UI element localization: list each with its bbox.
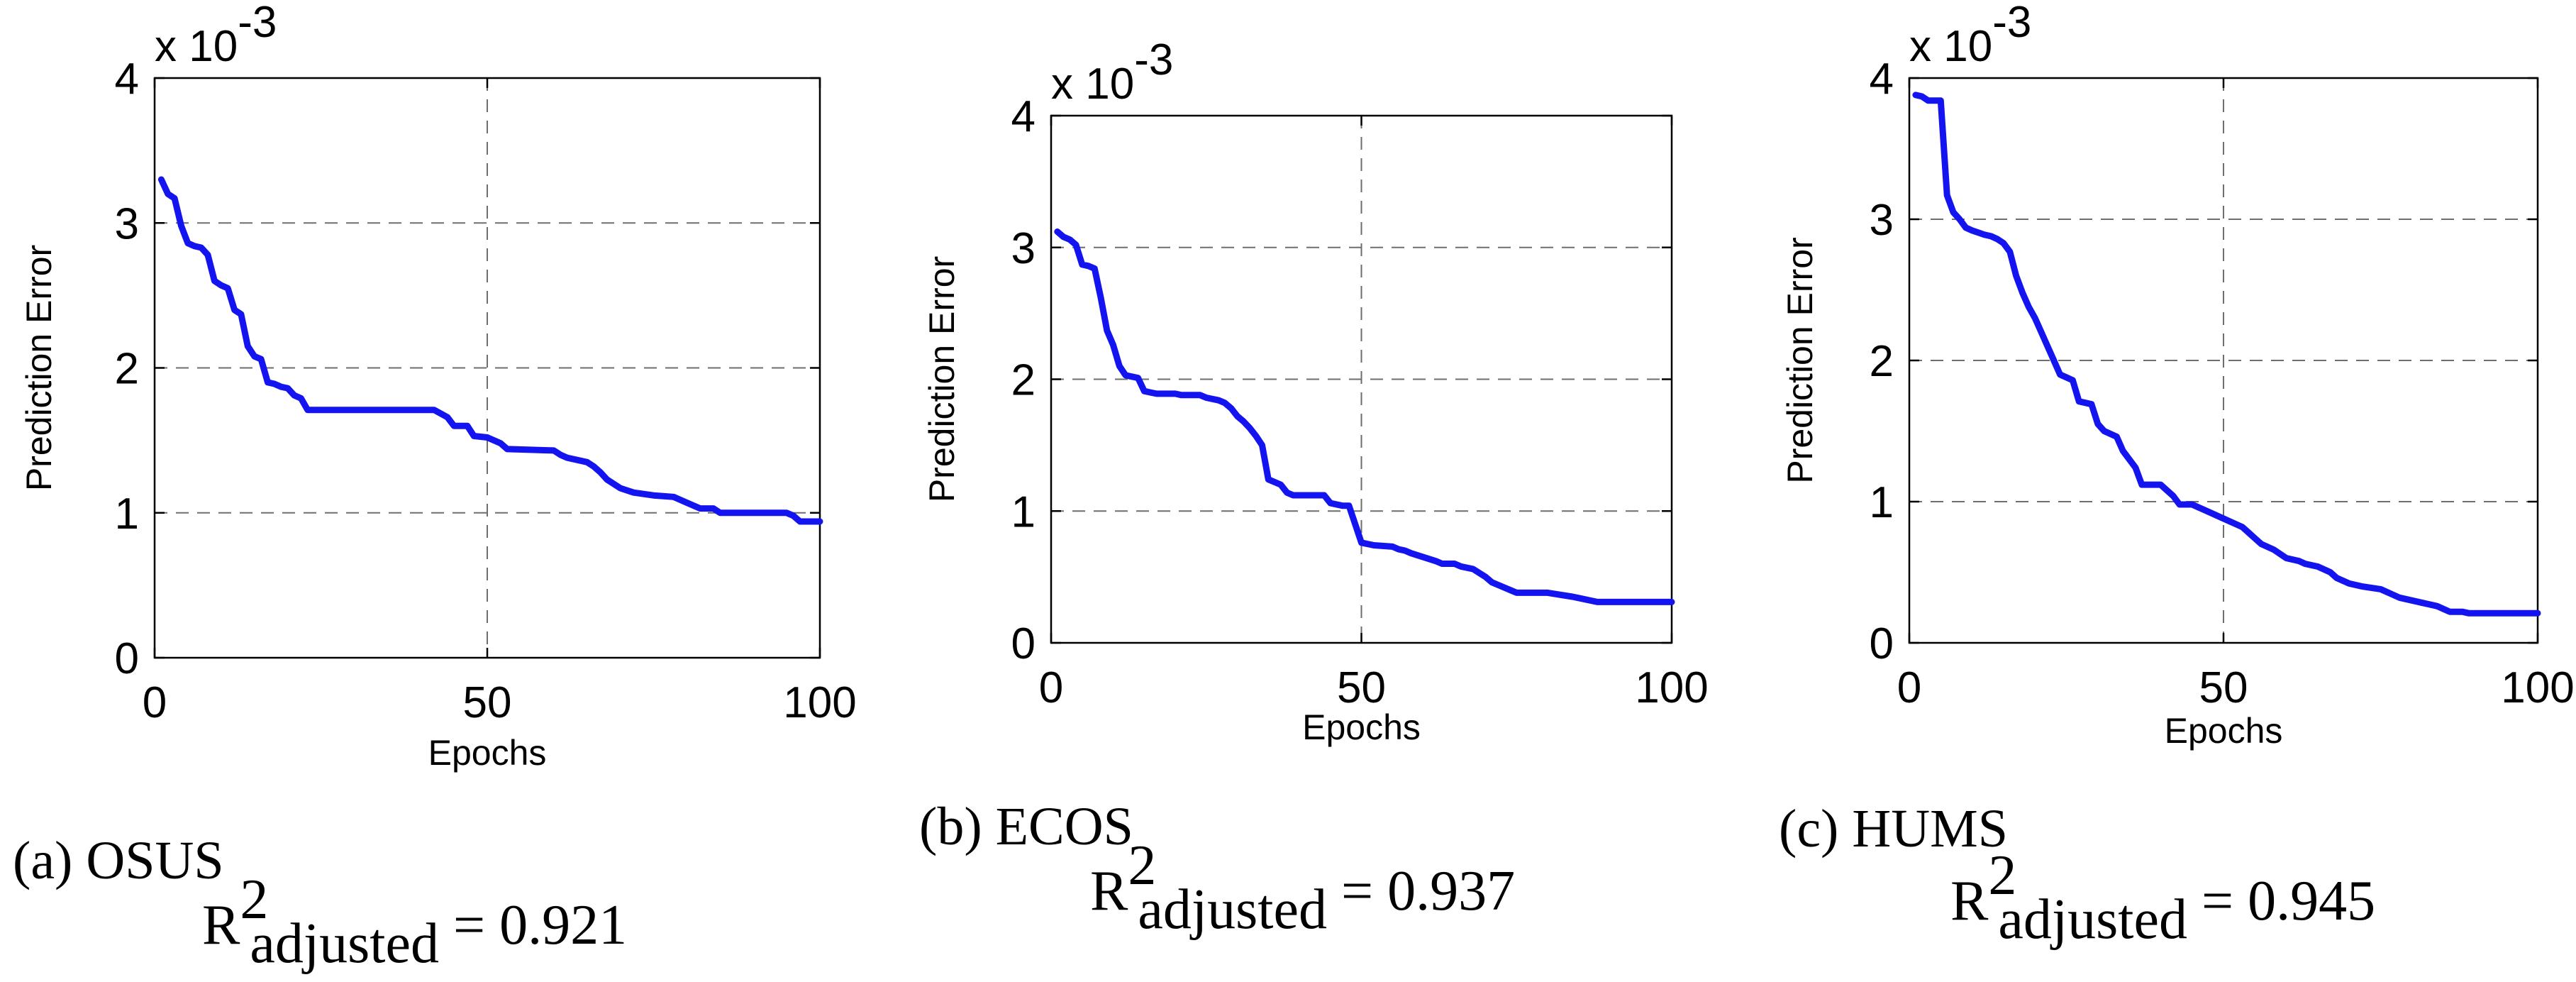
x-tick-label: 100 [2501, 663, 2574, 712]
r2-value: = 0.945 [2202, 870, 2375, 932]
caption-open-paren: ( [1779, 799, 1797, 859]
y-tick-label: 4 [1870, 55, 1894, 104]
caption-name: OSUS [86, 831, 223, 890]
x-tick-label: 50 [463, 678, 512, 727]
series-line-hums [1912, 92, 2541, 617]
caption-letter: c [1797, 799, 1821, 859]
caption-name: ECOS [996, 797, 1133, 856]
y-axis-label: Prediction Error [19, 245, 59, 491]
exponent-label: x 10-3 [155, 0, 277, 71]
caption-letter: a [30, 831, 55, 890]
y-tick-label: 0 [115, 634, 139, 683]
r2-value: = 0.937 [1341, 860, 1515, 922]
r2-superscript: 2 [1128, 834, 1156, 897]
caption-open-paren: ( [919, 797, 937, 856]
chart-panel-a: 0 1 2 3 4 0 50 100 x 10-3 Epochs Prediction Error (… [13, 0, 857, 975]
chart-panel-b: 0 1 2 3 4 0 50 100 x 10-3 Epochs Prediction Error (… [919, 35, 1709, 941]
r2-symbol: R [1950, 870, 1989, 932]
exponent-power: -3 [238, 0, 277, 47]
caption-close-paren: ) [55, 831, 86, 890]
x-axis-label: Epochs [428, 733, 547, 773]
y-tick-label: 4 [1011, 92, 1036, 141]
x-tick-label: 100 [1635, 663, 1708, 712]
exponent-label: x 10-3 [1909, 0, 2031, 71]
panel-caption: (a) OSUS [13, 831, 224, 890]
x-tick-label: 50 [2199, 663, 2248, 712]
r2-annotation: R2 adjusted = 0.937 [1090, 834, 1515, 941]
exponent-base: x 10 [1051, 60, 1134, 109]
r2-annotation: R2 adjusted = 0.945 [1950, 844, 2375, 951]
exponent-base: x 10 [1909, 22, 1992, 71]
y-tick-label: 3 [1011, 224, 1036, 273]
y-tick-label: 1 [115, 490, 139, 539]
r2-subscript: adjusted [250, 912, 439, 975]
r2-symbol: R [202, 894, 240, 956]
r2-superscript: 2 [240, 868, 268, 931]
exponent-power: -3 [1134, 35, 1173, 84]
r2-subscript: adjusted [1998, 888, 2187, 951]
exponent-label: x 10-3 [1051, 35, 1173, 109]
y-tick-label: 4 [115, 55, 139, 104]
x-tick-label: 100 [783, 678, 856, 727]
caption-letter: b [937, 797, 964, 856]
exponent-power: -3 [1992, 0, 2031, 47]
panel-caption: (c) HUMS [1779, 799, 2008, 859]
exponent-base: x 10 [155, 22, 238, 71]
y-tick-label: 3 [115, 199, 139, 248]
x-tick-label: 50 [1337, 663, 1386, 712]
series-line-osus [157, 176, 823, 525]
caption-name: HUMS [1852, 799, 2008, 859]
panel-caption: (b) ECOS [919, 797, 1133, 856]
y-tick-label: 0 [1870, 619, 1894, 668]
caption-close-paren: ) [964, 797, 995, 856]
x-axis-label: Epochs [1302, 707, 1421, 747]
y-tick-label: 3 [1870, 196, 1894, 245]
y-axis-label: Prediction Error [1780, 237, 1820, 483]
r2-superscript: 2 [1988, 844, 2016, 907]
x-tick-label: 0 [1039, 663, 1063, 712]
y-tick-label: 2 [115, 345, 139, 394]
r2-symbol: R [1090, 860, 1128, 922]
y-tick-label: 1 [1870, 478, 1894, 527]
y-tick-label: 2 [1870, 337, 1894, 386]
caption-close-paren: ) [1821, 799, 1852, 859]
y-tick-label: 2 [1011, 356, 1036, 405]
y-axis-label: Prediction Error [922, 256, 962, 502]
y-tick-label: 1 [1011, 487, 1036, 536]
caption-open-paren: ( [13, 831, 30, 890]
chart-panel-c: 0 1 2 3 4 0 50 100 x 10-3 Epochs Prediction Error (… [1779, 0, 2575, 951]
r2-annotation: R2 adjusted = 0.921 [202, 868, 627, 975]
x-tick-label: 0 [143, 678, 167, 727]
x-tick-label: 0 [1897, 663, 1921, 712]
series-line-ecos [1054, 228, 1675, 605]
x-axis-label: Epochs [2165, 711, 2283, 751]
y-tick-label: 0 [1011, 619, 1036, 668]
r2-value: = 0.921 [453, 894, 627, 956]
r2-subscript: adjusted [1138, 878, 1327, 941]
